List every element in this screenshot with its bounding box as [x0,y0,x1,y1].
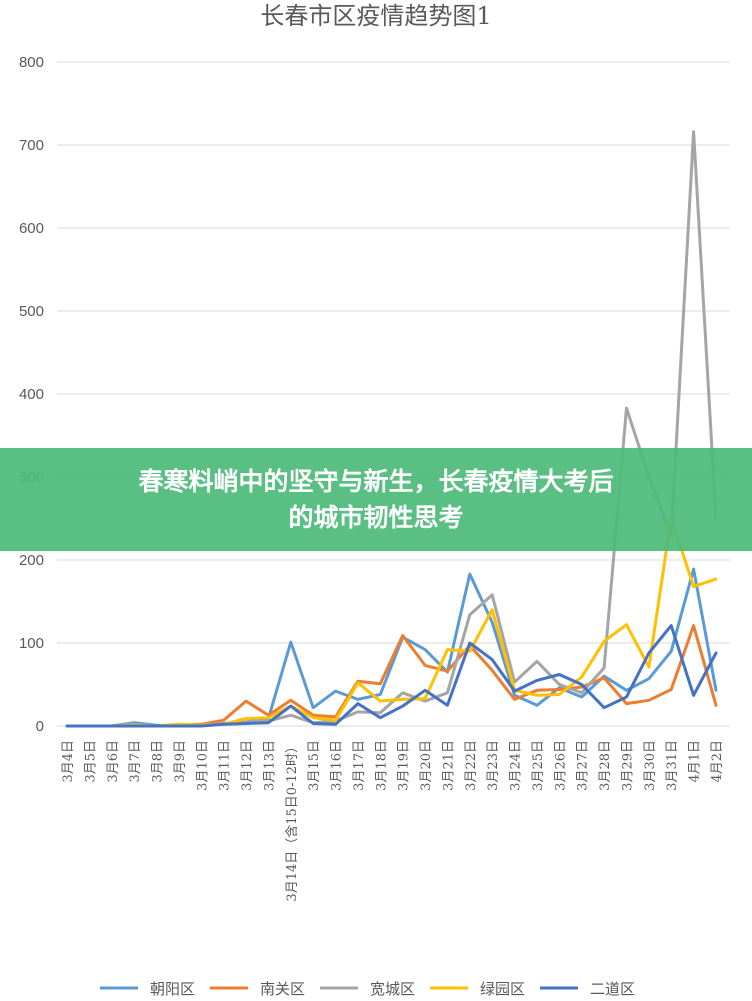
x-tick-label: 3月20日 [419,740,434,791]
legend-label: 二道区 [590,980,635,998]
headline-line-1: 春寒料峭中的坚守与新生，长春疫情大考后 [138,466,614,496]
x-tick-label: 3月30日 [643,740,658,791]
x-tick-label: 3月6日 [106,740,121,783]
x-tick-label: 3月28日 [598,740,613,791]
x-tick-label: 3月10日 [195,740,210,791]
y-tick-label: 700 [19,137,44,154]
x-tick-label: 3月25日 [531,740,546,791]
y-tick-label: 600 [19,220,44,237]
legend-label: 宽城区 [370,980,415,998]
x-tick-label: 3月13日 [262,740,277,791]
x-tick-label: 3月16日 [330,740,345,791]
series-lines [65,130,718,728]
x-tick-label: 3月18日 [374,740,389,791]
x-tick-label: 4月1日 [688,740,703,783]
x-tick-label: 3月4日 [61,740,76,783]
chart-title: 长春市区疫情趋势图1 [260,2,491,30]
x-tick-label: 3月29日 [620,740,635,791]
x-tick-label: 3月22日 [464,740,479,791]
headline-line-2: 的城市韧性思考 [288,502,464,532]
x-axis-ticks: 3月4日 3月5日 3月6日 3月7日 3月8日 3月9日 3月10日 3月11日 3月12日 3… [61,740,725,902]
x-tick-label: 4月2日 [710,740,725,783]
x-tick-label: 3月17日 [352,740,367,791]
y-tick-label: 500 [19,303,44,320]
x-tick-label: 3月15日 [307,740,322,791]
x-tick-label: 3月26日 [553,740,568,791]
x-tick-label: 3月12日 [240,740,255,791]
legend: 朝阳区 南关区 宽城区 绿园区 二道区 [100,980,635,998]
x-tick-label: 3月21日 [441,740,456,791]
x-tick-label: 3月8日 [151,740,166,783]
x-tick-label: 3月27日 [576,740,591,791]
y-tick-label: 800 [19,54,44,71]
x-tick-label: 3月24日 [509,740,524,791]
y-tick-label: 400 [19,386,44,403]
y-tick-label: 100 [19,635,44,652]
legend-label: 南关区 [260,980,305,998]
x-tick-label: 3月7日 [128,740,143,783]
x-tick-label: 3月11日 [218,740,233,791]
x-tick-label: 3月9日 [173,740,188,783]
y-tick-label: 0 [36,718,44,735]
series-line-2 [65,130,718,728]
series-line-4 [65,624,718,728]
x-tick-label: 3月5日 [83,740,98,783]
y-tick-label: 200 [19,552,44,569]
x-tick-label: 3月19日 [397,740,412,791]
x-tick-label: 3月31日 [665,740,680,791]
x-tick-label: 3月23日 [486,740,501,791]
legend-label: 绿园区 [480,980,525,998]
headline-banner: 春寒料峭中的坚守与新生，长春疫情大考后 的城市韧性思考 [0,448,752,551]
x-tick-label: 3月14日（含15日0-12时） [284,740,300,902]
legend-label: 朝阳区 [150,980,195,998]
y-axis-ticks: 0100200300400500600700800 [19,54,44,735]
